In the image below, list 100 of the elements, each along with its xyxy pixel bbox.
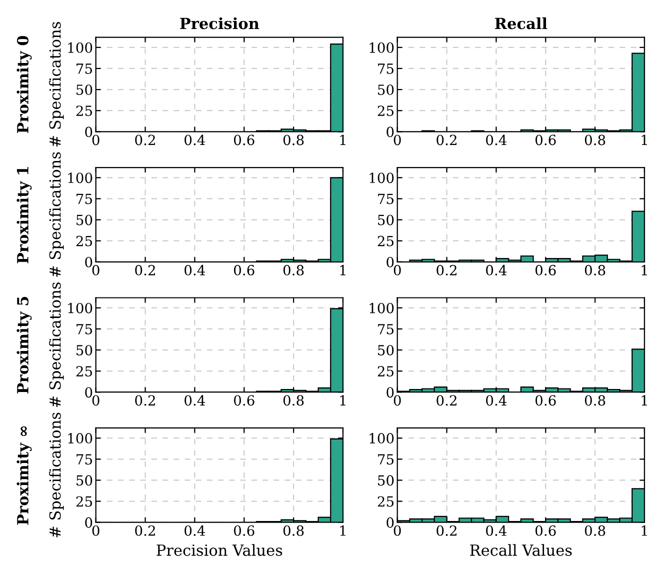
- chart-title: Precision: [180, 17, 260, 30]
- y-tick-label: 50: [378, 84, 394, 96]
- x-tick-label: 0.2: [436, 134, 456, 146]
- x-tick-label: 0.4: [184, 264, 206, 276]
- y-tick-label: 100: [370, 42, 394, 53]
- x-tick-label: 1: [642, 134, 647, 146]
- y-tick-label: 25: [378, 366, 394, 377]
- x-tick-label: 0: [394, 525, 401, 536]
- y-tick-label: 75: [76, 324, 92, 334]
- y-tick-label: 75: [378, 324, 394, 334]
- y-tick-label: 0: [386, 256, 394, 268]
- x-tick-label: 0.6: [535, 264, 556, 276]
- x-tick-label: 0.6: [234, 395, 254, 406]
- x-tick-label: 0.2: [436, 525, 456, 536]
- y-tick-label: 25: [378, 236, 394, 246]
- x-tick-label: 0.6: [234, 525, 254, 536]
- x-tick-label: 0.2: [135, 525, 155, 536]
- x-tick-label: 0.6: [535, 395, 556, 406]
- x-tick-label: 0.2: [135, 264, 155, 276]
- y-tick-label: 25: [76, 496, 92, 507]
- x-tick-label: 0.4: [486, 395, 507, 406]
- y-tick-label: 25: [76, 366, 92, 377]
- x-tick-label: 0.8: [584, 395, 606, 406]
- y-tick-label: 100: [68, 433, 92, 444]
- y-tick-label: 100: [370, 172, 394, 184]
- x-tick-label: 0.8: [283, 264, 304, 276]
- x-tick-label: 0.2: [436, 395, 456, 406]
- x-tick-label: 0.8: [584, 264, 606, 276]
- x-tick-label: 0: [92, 134, 100, 146]
- x-tick-label: 0.8: [584, 134, 606, 146]
- y-axis-title: # Specifications: [48, 412, 64, 538]
- y-axis-title: # Specifications: [48, 152, 64, 277]
- x-tick-label: 0.4: [486, 525, 507, 536]
- x-tick-label: 0.6: [535, 525, 556, 536]
- y-tick-label: 75: [378, 64, 394, 74]
- y-tick-label: 0: [386, 126, 394, 138]
- x-tick-label: 0.4: [486, 134, 507, 146]
- x-tick-label: 0: [394, 264, 401, 276]
- x-tick-label: 0.8: [283, 395, 304, 406]
- x-tick-label: 0.6: [234, 134, 254, 146]
- x-tick-label: 0.6: [535, 134, 556, 146]
- y-tick-label: 50: [378, 475, 394, 486]
- x-tick-label: 0.8: [283, 134, 304, 146]
- y-tick-label: 25: [378, 496, 394, 507]
- y-tick-label: 100: [370, 433, 394, 444]
- y-tick-label: 0: [386, 517, 394, 528]
- y-tick-label: 50: [76, 344, 92, 356]
- x-tick-label: 0: [394, 134, 401, 146]
- y-tick-label: 100: [370, 302, 394, 314]
- y-tick-label: 25: [378, 106, 394, 116]
- x-tick-label: 0.6: [234, 264, 254, 276]
- y-tick-label: 50: [76, 214, 92, 226]
- x-tick-label: 1: [340, 395, 346, 406]
- x-tick-label: 0.2: [436, 264, 456, 276]
- text: Proximity 5: [16, 296, 32, 394]
- y-tick-label: 50: [378, 214, 394, 226]
- x-tick-label: 0.4: [184, 525, 206, 536]
- text: Proximity 1: [16, 166, 32, 264]
- y-tick-label: 100: [68, 302, 92, 314]
- y-tick-label: 0: [85, 517, 92, 528]
- x-tick-label: 1: [340, 264, 346, 276]
- text: Proximity 0: [16, 36, 32, 134]
- x-tick-label: 0.2: [135, 395, 155, 406]
- x-tick-label: 0: [394, 395, 401, 406]
- y-tick-label: 100: [68, 42, 92, 53]
- x-tick-label: 1: [340, 134, 346, 146]
- x-axis-title: Recall Values: [470, 544, 572, 556]
- x-tick-label: 0: [92, 264, 100, 276]
- y-tick-label: 75: [378, 194, 394, 204]
- y-tick-label: 0: [85, 256, 92, 268]
- y-tick-label: 0: [386, 387, 394, 398]
- x-tick-label: 0.4: [486, 264, 507, 276]
- x-tick-label: 1: [642, 525, 647, 536]
- y-tick-label: 75: [76, 194, 92, 204]
- x-tick-label: 0.8: [283, 525, 304, 536]
- y-tick-label: 75: [76, 64, 92, 74]
- y-tick-label: 50: [76, 84, 92, 96]
- text: Proximity ∞: [16, 426, 32, 525]
- y-tick-label: 0: [85, 126, 92, 138]
- x-tick-label: 1: [340, 525, 346, 536]
- y-tick-label: 75: [378, 454, 394, 465]
- y-tick-label: 50: [76, 475, 92, 486]
- y-tick-label: 100: [68, 172, 92, 184]
- y-axis-title: # Specifications: [48, 282, 64, 408]
- y-tick-label: 50: [378, 344, 394, 356]
- y-tick-label: 75: [76, 454, 92, 465]
- x-tick-label: 0.8: [584, 525, 606, 536]
- x-tick-label: 1: [642, 264, 647, 276]
- y-tick-label: 25: [76, 106, 92, 116]
- x-tick-label: 0: [92, 525, 100, 536]
- x-tick-label: 1: [642, 395, 647, 406]
- x-tick-label: 0.4: [184, 395, 206, 406]
- x-tick-label: 0.2: [135, 134, 155, 146]
- y-tick-label: 0: [85, 387, 92, 398]
- chart-title: Recall: [495, 17, 548, 30]
- y-axis-title: # Specifications: [48, 22, 64, 147]
- x-tick-label: 0.4: [184, 134, 206, 146]
- y-tick-label: 25: [76, 236, 92, 246]
- x-axis-title: Precision Values: [156, 544, 282, 556]
- x-tick-label: 0: [92, 395, 100, 406]
